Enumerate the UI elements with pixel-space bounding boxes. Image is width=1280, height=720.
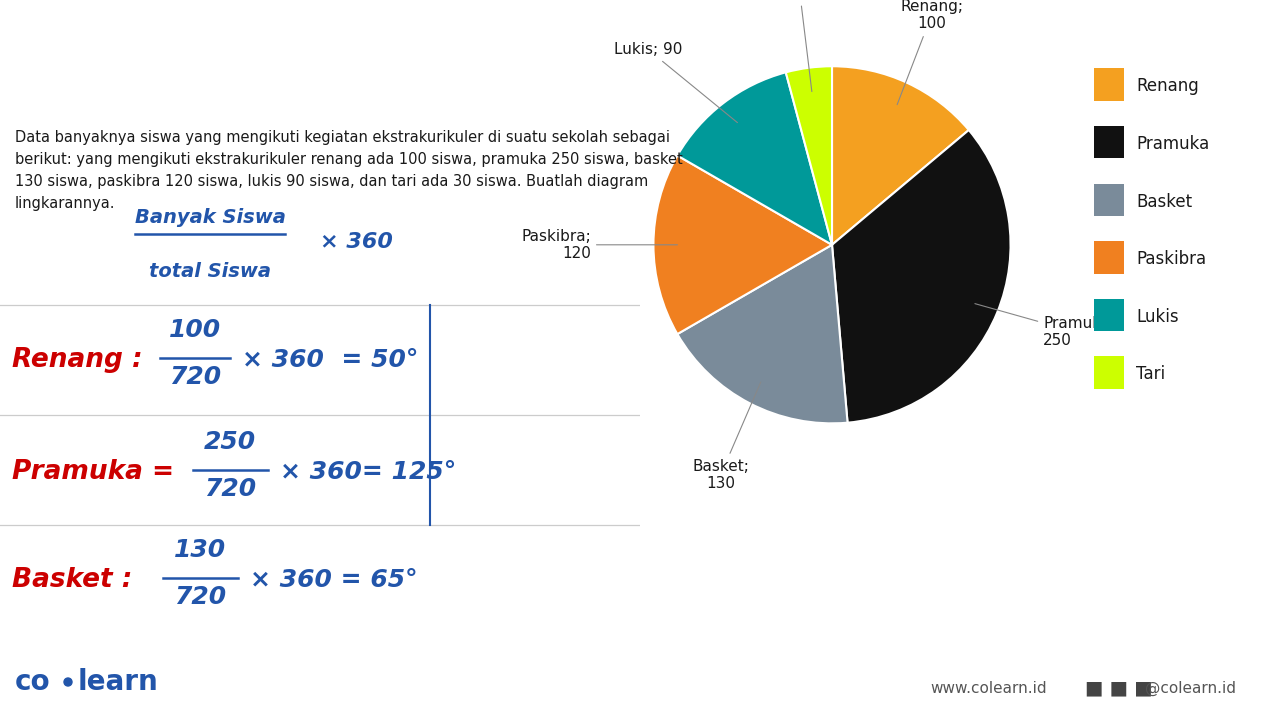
Text: 720: 720: [169, 365, 221, 389]
FancyBboxPatch shape: [1094, 356, 1124, 389]
Text: Pramuka =: Pramuka =: [12, 459, 174, 485]
Text: Basket;
130: Basket; 130: [692, 382, 760, 491]
Text: co: co: [15, 668, 51, 696]
Text: 720: 720: [204, 477, 256, 501]
Wedge shape: [677, 72, 832, 245]
Text: Tari; 30: Tari; 30: [772, 0, 828, 91]
Text: berikut: yang mengikuti ekstrakurikuler renang ada 100 siswa, pramuka 250 siswa,: berikut: yang mengikuti ekstrakurikuler …: [15, 152, 682, 167]
FancyBboxPatch shape: [1094, 299, 1124, 331]
Text: Pramuka
250: Pramuka 250: [975, 304, 1111, 348]
Wedge shape: [677, 245, 847, 423]
Text: Banyak Siswa: Banyak Siswa: [134, 208, 285, 227]
Text: Paskibra: Paskibra: [1137, 250, 1206, 268]
Text: @colearn.id: @colearn.id: [1146, 680, 1236, 696]
Text: Renang;
100: Renang; 100: [897, 0, 963, 104]
Text: × 360= 125°: × 360= 125°: [280, 460, 456, 484]
Wedge shape: [832, 66, 969, 245]
Text: 100: 100: [169, 318, 221, 342]
Text: 130 siswa, paskibra 120 siswa, lukis 90 siswa, dan tari ada 30 siswa. Buatlah di: 130 siswa, paskibra 120 siswa, lukis 90 …: [15, 174, 648, 189]
Text: × 360 = 65°: × 360 = 65°: [250, 568, 417, 592]
Text: ■ ■ ■: ■ ■ ■: [1085, 678, 1152, 698]
Text: × 360  = 50°: × 360 = 50°: [242, 348, 419, 372]
Text: Lukis: Lukis: [1137, 308, 1179, 325]
Text: × 360: × 360: [320, 232, 393, 252]
FancyBboxPatch shape: [1094, 184, 1124, 216]
Circle shape: [64, 678, 72, 686]
FancyBboxPatch shape: [1094, 241, 1124, 274]
Text: learn: learn: [78, 668, 159, 696]
Text: Lukis; 90: Lukis; 90: [613, 42, 737, 122]
Text: Data banyaknya siswa yang mengikuti kegiatan ekstrakurikuler di suatu sekolah se: Data banyaknya siswa yang mengikuti kegi…: [15, 130, 669, 145]
FancyBboxPatch shape: [1094, 126, 1124, 158]
Text: 720: 720: [174, 585, 227, 609]
Text: Renang: Renang: [1137, 78, 1199, 96]
Wedge shape: [786, 66, 832, 245]
Text: 250: 250: [204, 430, 256, 454]
Text: Basket :: Basket :: [12, 567, 132, 593]
Text: lingkarannya.: lingkarannya.: [15, 196, 115, 211]
Text: Paskibra;
120: Paskibra; 120: [521, 229, 677, 261]
Text: total Siswa: total Siswa: [148, 262, 271, 281]
Text: www.colearn.id: www.colearn.id: [931, 680, 1047, 696]
FancyBboxPatch shape: [1094, 68, 1124, 101]
Wedge shape: [653, 156, 832, 334]
Text: Pramuka: Pramuka: [1137, 135, 1210, 153]
Text: Basket: Basket: [1137, 192, 1192, 210]
Wedge shape: [832, 130, 1010, 423]
Text: Renang :: Renang :: [12, 347, 142, 373]
Text: Tari: Tari: [1137, 366, 1165, 383]
Text: 130: 130: [174, 538, 227, 562]
